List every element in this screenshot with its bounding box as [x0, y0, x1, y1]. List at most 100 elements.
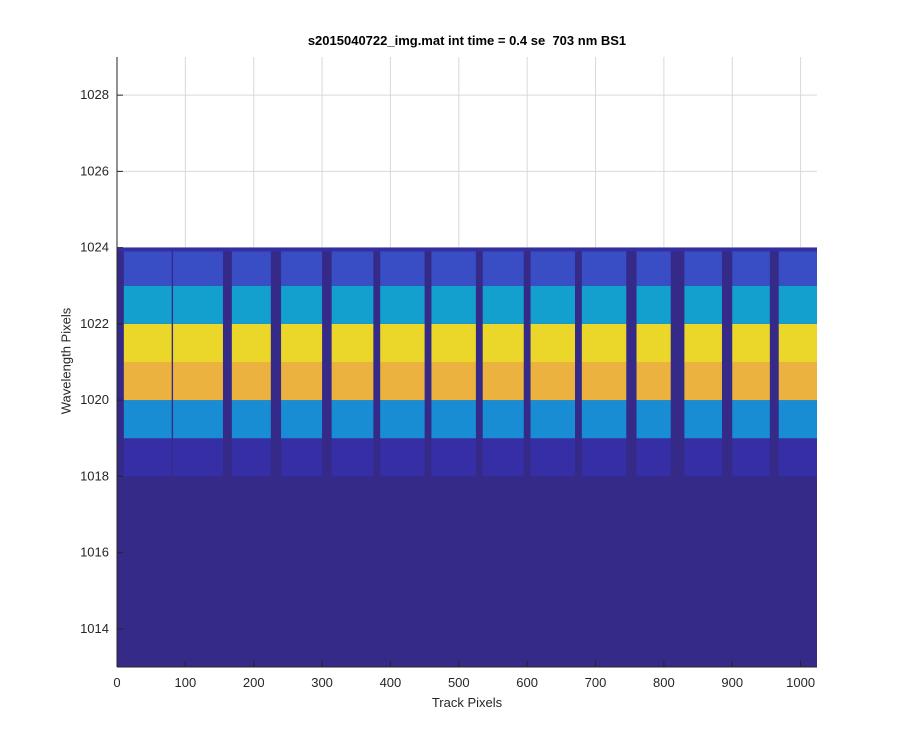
heatmap-cell [778, 438, 817, 477]
heatmap-cell [482, 400, 524, 439]
heatmap-cells [117, 247, 817, 667]
x-tick-label: 700 [585, 675, 607, 690]
heatmap-cell [380, 438, 425, 477]
heatmap-cell [482, 438, 524, 477]
heatmap-cell [173, 400, 223, 439]
y-tick-label: 1028 [80, 87, 109, 102]
heatmap-cell [123, 323, 172, 362]
heatmap-cell [231, 323, 271, 362]
heatmap-cell [581, 247, 627, 286]
heatmap-cell [778, 323, 817, 362]
tick-labels: 0 100 200 300 400 500 600 700 800 900 1000 1014 1016… [80, 87, 815, 690]
heatmap-cell [684, 285, 722, 324]
heatmap-cell [173, 323, 223, 362]
y-tick-label: 1014 [80, 621, 109, 636]
heatmap-cell [778, 400, 817, 439]
heatmap-cell [581, 323, 627, 362]
heatmap-cell [684, 438, 722, 477]
heatmap-cell [431, 247, 476, 286]
heatmap-cell [581, 438, 627, 477]
heatmap-cell [636, 323, 671, 362]
x-tick-label: 500 [448, 675, 470, 690]
heatmap-cell [530, 438, 576, 477]
heatmap-cell [173, 438, 223, 477]
heatmap-cell [173, 285, 223, 324]
heatmap-cell [331, 323, 374, 362]
heatmap-cell [581, 362, 627, 401]
heatmap-cell [636, 285, 671, 324]
heatmap-cell [331, 438, 374, 477]
heatmap-cell [636, 400, 671, 439]
heatmap-cell [331, 400, 374, 439]
heatmap-cell [281, 400, 323, 439]
heatmap-cell [380, 323, 425, 362]
heatmap-cell [684, 247, 722, 286]
heatmap-cell [732, 323, 770, 362]
heatmap-cell [684, 362, 722, 401]
heatmap-cell [281, 323, 323, 362]
heatmap-cell [431, 438, 476, 477]
heatmap-cell [431, 362, 476, 401]
y-tick-label: 1022 [80, 316, 109, 331]
heatmap-cell [482, 362, 524, 401]
heatmap-cell [581, 400, 627, 439]
heatmap-cell [482, 247, 524, 286]
heatmap-cell [281, 247, 323, 286]
heatmap-cell [231, 362, 271, 401]
x-tick-label: 400 [380, 675, 402, 690]
heatmap-cell [123, 247, 172, 286]
x-tick-label: 800 [653, 675, 675, 690]
heatmap-cell [431, 285, 476, 324]
heatmap-cell [380, 247, 425, 286]
heatmap-cell [530, 323, 576, 362]
y-tick-label: 1018 [80, 468, 109, 483]
x-tick-label: 600 [516, 675, 538, 690]
y-axis-label: Wavelength Pixels [58, 307, 74, 415]
x-tick-label: 900 [721, 675, 743, 690]
heatmap-cell [530, 285, 576, 324]
x-axis-label: Track Pixels [431, 695, 503, 710]
heatmap-cell [778, 247, 817, 286]
heatmap-cell [581, 285, 627, 324]
heatmap-cell [530, 247, 576, 286]
heatmap-cell [123, 362, 172, 401]
heatmap-cell [684, 400, 722, 439]
heatmap-cell [231, 438, 271, 477]
y-tick-label: 1024 [80, 240, 109, 255]
heatmap-cell [636, 438, 671, 477]
x-tick-label: 100 [175, 675, 197, 690]
heatmap-cell [684, 323, 722, 362]
heatmap-cell [732, 400, 770, 439]
y-tick-label: 1026 [80, 163, 109, 178]
heatmap-cell [482, 285, 524, 324]
heatmap-cell [732, 247, 770, 286]
y-tick-label: 1016 [80, 545, 109, 560]
heatmap-cell [732, 362, 770, 401]
heatmap-cell [380, 285, 425, 324]
heatmap-cell [231, 247, 271, 286]
heatmap-cell [281, 362, 323, 401]
heatmap-cell [331, 247, 374, 286]
heatmap-cell [123, 400, 172, 439]
heatmap-cell [123, 285, 172, 324]
heatmap-cell [732, 285, 770, 324]
x-tick-label: 1000 [786, 675, 815, 690]
heatmap-cell [380, 400, 425, 439]
heatmap-cell [281, 285, 323, 324]
x-tick-label: 0 [113, 675, 120, 690]
heatmap-cell [173, 362, 223, 401]
heatmap-cell [530, 400, 576, 439]
heatmap-cell [636, 247, 671, 286]
x-tick-label: 200 [243, 675, 265, 690]
heatmap-cell [778, 285, 817, 324]
heatmap-cell [530, 362, 576, 401]
heatmap-cell [231, 400, 271, 439]
heatmap-cell [281, 438, 323, 477]
heatmap-edge [117, 247, 817, 252]
heatmap-cell [431, 400, 476, 439]
x-tick-label: 300 [311, 675, 333, 690]
axes [116, 57, 817, 668]
heatmap-cell [732, 438, 770, 477]
